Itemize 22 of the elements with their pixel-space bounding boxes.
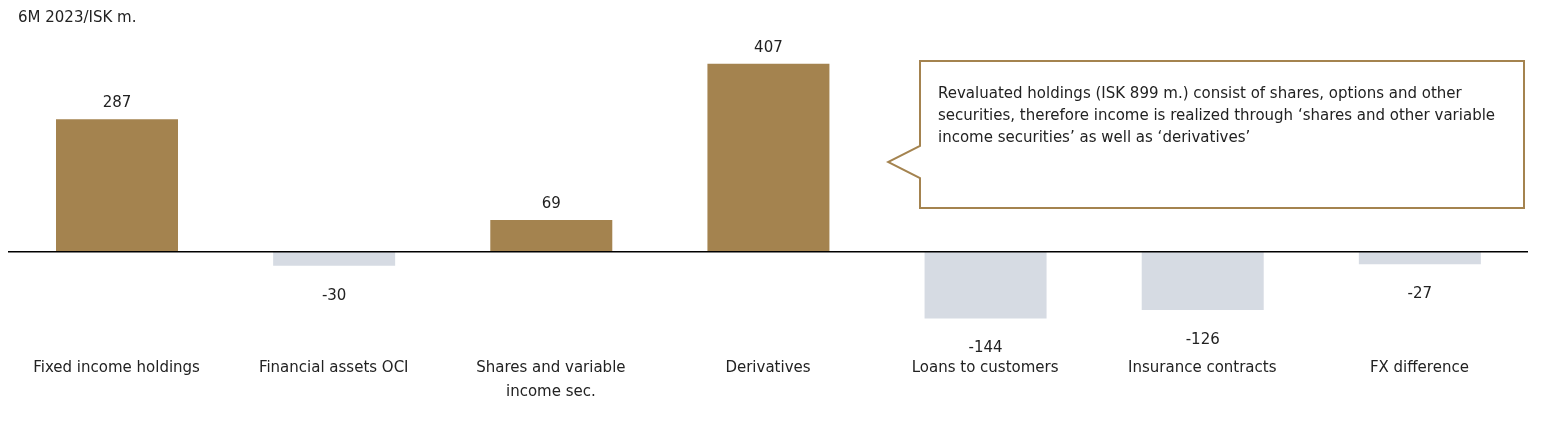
data-label: 407: [754, 37, 783, 56]
data-label: -126: [1185, 330, 1220, 349]
data-label: -144: [968, 338, 1003, 357]
data-label: 287: [102, 93, 132, 112]
data-label: 69: [541, 193, 561, 212]
x-tick-label: Shares and variable income sec.: [476, 357, 626, 400]
chart-title: 6M 2023/ISK m.: [18, 8, 137, 26]
bar: [924, 251, 1047, 319]
data-label: -27: [1407, 284, 1433, 303]
annotation: Revaluated holdings (ISK 899 m.) consist of shares, options and other securities, therefore income is realized through ‘shares and other variable income securities’ as well as ‘derivatives’: [938, 83, 1497, 148]
bar: [56, 119, 178, 252]
x-tick-label: FX difference: [1369, 357, 1469, 376]
x-tick-label: Financial assets OCI: [258, 357, 409, 376]
bar: [1141, 251, 1264, 311]
bar: [707, 63, 830, 252]
x-tick-label: Fixed income holdings: [33, 357, 201, 376]
data-label: -30: [321, 285, 347, 304]
bar: [273, 251, 396, 266]
x-tick-label: Derivatives: [725, 357, 811, 376]
bar: [490, 219, 613, 252]
x-tick-label: Loans to customers: [911, 357, 1059, 376]
x-tick-label: Insurance contracts: [1128, 357, 1277, 376]
